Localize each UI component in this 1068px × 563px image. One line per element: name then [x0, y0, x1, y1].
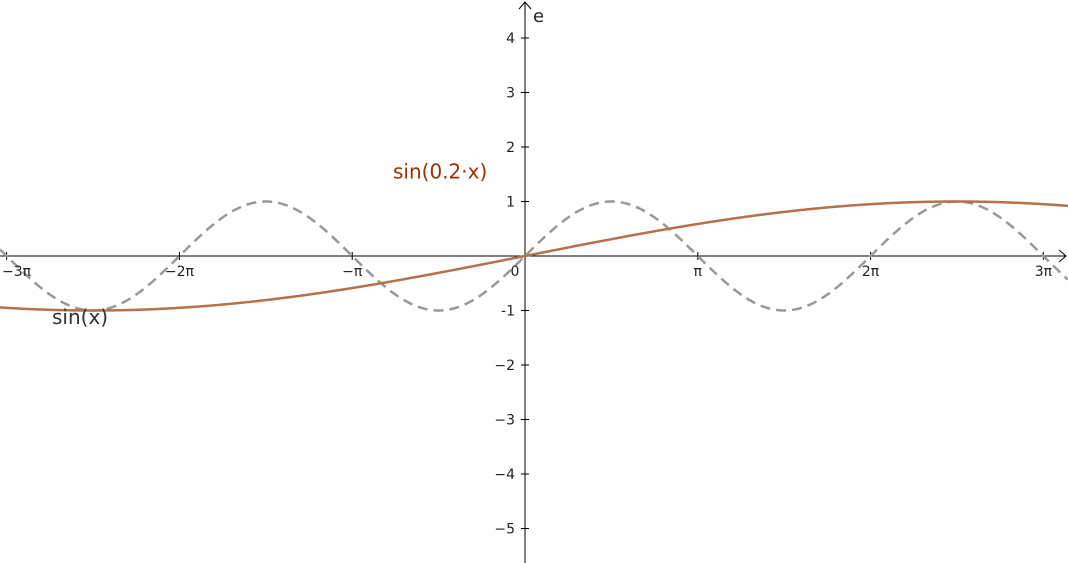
- series-line-sin-0-2x: [0, 200, 1068, 312]
- y-tick-label: 1: [506, 195, 515, 211]
- y-tick-label: 4: [506, 31, 515, 47]
- x-tick-label: 3π: [1035, 264, 1053, 280]
- y-tick-label: −4: [494, 467, 515, 483]
- x-tick-label: 0: [511, 264, 520, 280]
- series-line-sin-x: [0, 200, 1068, 312]
- series-label-sin-x: sin(x): [52, 305, 108, 329]
- y-tick-label: −3: [494, 413, 515, 429]
- y-axis-arrow-icon: [518, 1, 532, 10]
- y-tick-label: −5: [494, 522, 515, 538]
- x-tick-label: −π: [342, 264, 363, 280]
- x-tick-label: −2π: [165, 264, 195, 280]
- x-tick-label: 2π: [862, 264, 880, 280]
- y-tick-label: 2: [506, 140, 515, 156]
- x-axis-arrow-icon: [1058, 249, 1067, 263]
- y-tick-label: 3: [506, 86, 515, 102]
- x-tick-label: π: [694, 264, 703, 280]
- x-tick-label: −3π: [2, 264, 32, 280]
- y-axis-label: e: [533, 6, 544, 27]
- series-label-sin-0-2x: sin(0.2·x): [393, 160, 487, 184]
- y-tick-label: -1: [501, 304, 515, 320]
- labels: e −3π −2π −π 0 π 2π 3π 4 3 2 1 -1 −2 −3 −4 −5 sin(x) sin(0…: [2, 6, 1053, 538]
- y-tick-label: −2: [494, 358, 515, 374]
- curves: [0, 200, 1068, 312]
